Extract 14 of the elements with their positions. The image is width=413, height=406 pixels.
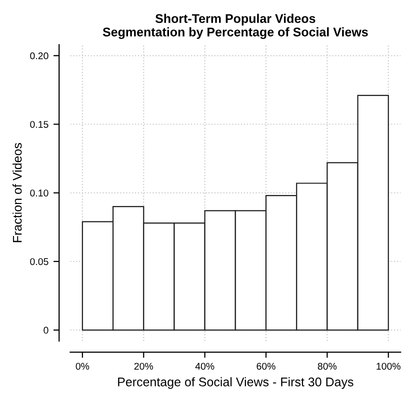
x-tick-label: 60%: [256, 362, 276, 370]
x-tick-label: 80%: [318, 362, 337, 370]
x-tick-label: 20%: [134, 362, 154, 370]
y-tick-label: 0: [44, 326, 48, 334]
y-tick-label: 0.20: [30, 52, 48, 60]
x-axis-title: Percentage of Social Views - First 30 Days: [118, 377, 354, 389]
y-axis-title: Fraction of Videos: [12, 143, 22, 242]
x-tick-label: 0%: [76, 362, 90, 370]
x-tick-label: 100%: [376, 362, 400, 370]
y-tick-label: 0.15: [30, 120, 48, 128]
y-tick-label: 0.10: [30, 190, 48, 196]
x-tick-label: 40%: [195, 362, 214, 370]
y-tick-label: 0.05: [30, 258, 48, 266]
chart-title: Short-Term Popular Videos Segmentation by Percentage of Social Views: [102, 14, 368, 39]
